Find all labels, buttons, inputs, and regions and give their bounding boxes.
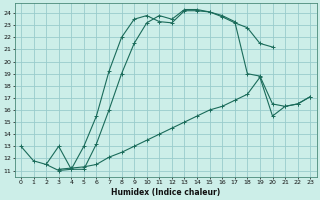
X-axis label: Humidex (Indice chaleur): Humidex (Indice chaleur) — [111, 188, 220, 197]
